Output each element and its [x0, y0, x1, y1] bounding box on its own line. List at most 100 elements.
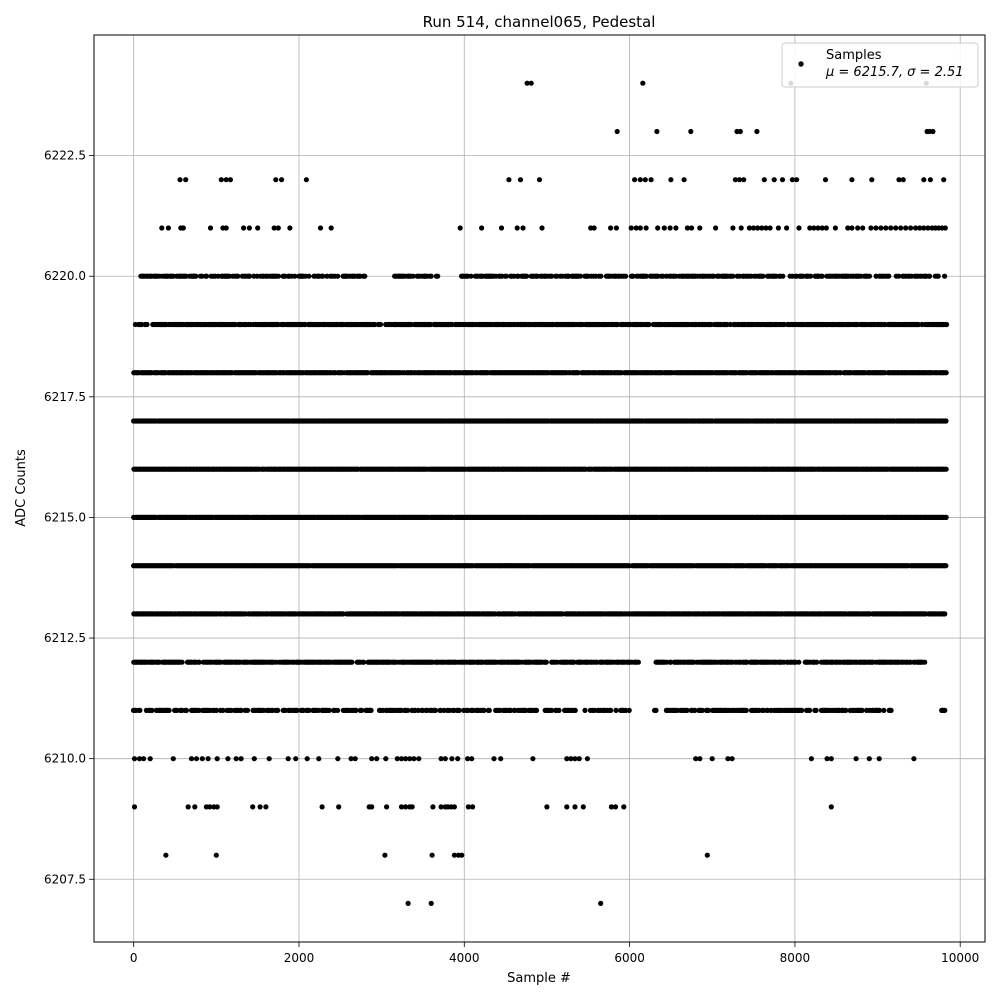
data-point: [828, 804, 834, 810]
data-point: [824, 756, 830, 762]
data-point: [361, 659, 367, 665]
data-point: [131, 804, 138, 810]
data-point: [293, 756, 299, 762]
data-point: [572, 756, 578, 762]
data-point: [828, 756, 834, 762]
data-point: [743, 707, 749, 714]
data-point: [163, 852, 169, 858]
data-point: [398, 756, 405, 762]
data-point: [405, 900, 411, 907]
data-point: [244, 707, 251, 714]
data-point: [709, 756, 715, 762]
data-point: [192, 804, 198, 810]
data-point: [266, 756, 272, 762]
data-point: [196, 659, 202, 665]
data-point: [508, 707, 514, 714]
data-point: [141, 756, 147, 762]
data-point: [369, 756, 375, 762]
data-point: [349, 659, 355, 665]
data-point: [704, 852, 710, 858]
data-point: [888, 707, 894, 714]
data-point: [626, 707, 632, 714]
data-point: [807, 707, 813, 714]
data-point: [403, 756, 409, 762]
data-point: [432, 707, 439, 714]
data-point: [438, 804, 444, 810]
data-point: [459, 852, 465, 858]
data-point: [530, 756, 536, 762]
data-point: [193, 756, 200, 762]
data-point: [238, 756, 244, 762]
data-point: [582, 707, 588, 714]
data-point: [407, 756, 413, 762]
data-point: [220, 707, 226, 714]
data-point: [451, 852, 457, 858]
data-point: [199, 756, 205, 762]
data-point: [796, 659, 802, 665]
data-point: [580, 804, 586, 810]
data-point: [188, 756, 195, 762]
data-point: [668, 659, 674, 665]
data-point: [564, 804, 570, 810]
data-point: [348, 756, 354, 762]
data-point: [543, 659, 549, 665]
data-point: [853, 756, 859, 762]
data-point: [866, 756, 872, 762]
data-point: [326, 707, 332, 714]
data-point: [706, 707, 712, 714]
data-point: [943, 418, 949, 424]
data-point: [843, 707, 849, 714]
data-point: [213, 707, 219, 714]
data-point: [456, 707, 462, 714]
data-point: [814, 659, 820, 665]
data-point: [693, 756, 699, 762]
data-point: [576, 756, 582, 762]
data-point: [306, 707, 312, 714]
data-point: [263, 804, 269, 810]
data-point: [429, 852, 435, 858]
data-point: [225, 756, 231, 762]
data-point: [943, 514, 949, 521]
data-point: [568, 756, 574, 762]
data-point: [455, 756, 461, 762]
data-point: [430, 804, 436, 810]
data-point: [491, 756, 497, 762]
data-point: [275, 707, 281, 714]
data-point: [465, 756, 471, 762]
data-point: [621, 804, 627, 810]
data-point: [799, 707, 805, 714]
data-point: [369, 804, 375, 810]
data-point: [612, 804, 619, 810]
data-point: [336, 804, 342, 810]
data-point: [533, 707, 540, 714]
data-point: [572, 804, 578, 810]
data-point: [725, 756, 731, 762]
data-point: [881, 707, 887, 714]
data-point: [233, 756, 239, 762]
data-point: [469, 756, 475, 762]
data-point: [697, 756, 703, 762]
chart-title: Run 514, channel065, Pedestal: [423, 13, 656, 31]
data-point: [214, 804, 220, 810]
data-point: [316, 756, 322, 762]
data-point: [394, 756, 400, 762]
data-point: [584, 756, 591, 762]
data-point: [319, 804, 325, 810]
data-point: [250, 804, 256, 810]
data-point: [428, 900, 434, 907]
data-point: [359, 707, 365, 714]
data-point: [876, 756, 882, 762]
data-point: [598, 900, 604, 907]
data-point: [498, 756, 504, 762]
data-point: [470, 804, 476, 810]
data-point: [813, 707, 819, 714]
data-point: [608, 804, 615, 810]
data-point: [149, 707, 155, 714]
data-point: [285, 756, 291, 762]
data-point: [384, 804, 390, 810]
data-point: [340, 611, 346, 617]
data-point: [205, 756, 211, 762]
data-point: [257, 804, 263, 810]
data-point: [405, 707, 411, 714]
